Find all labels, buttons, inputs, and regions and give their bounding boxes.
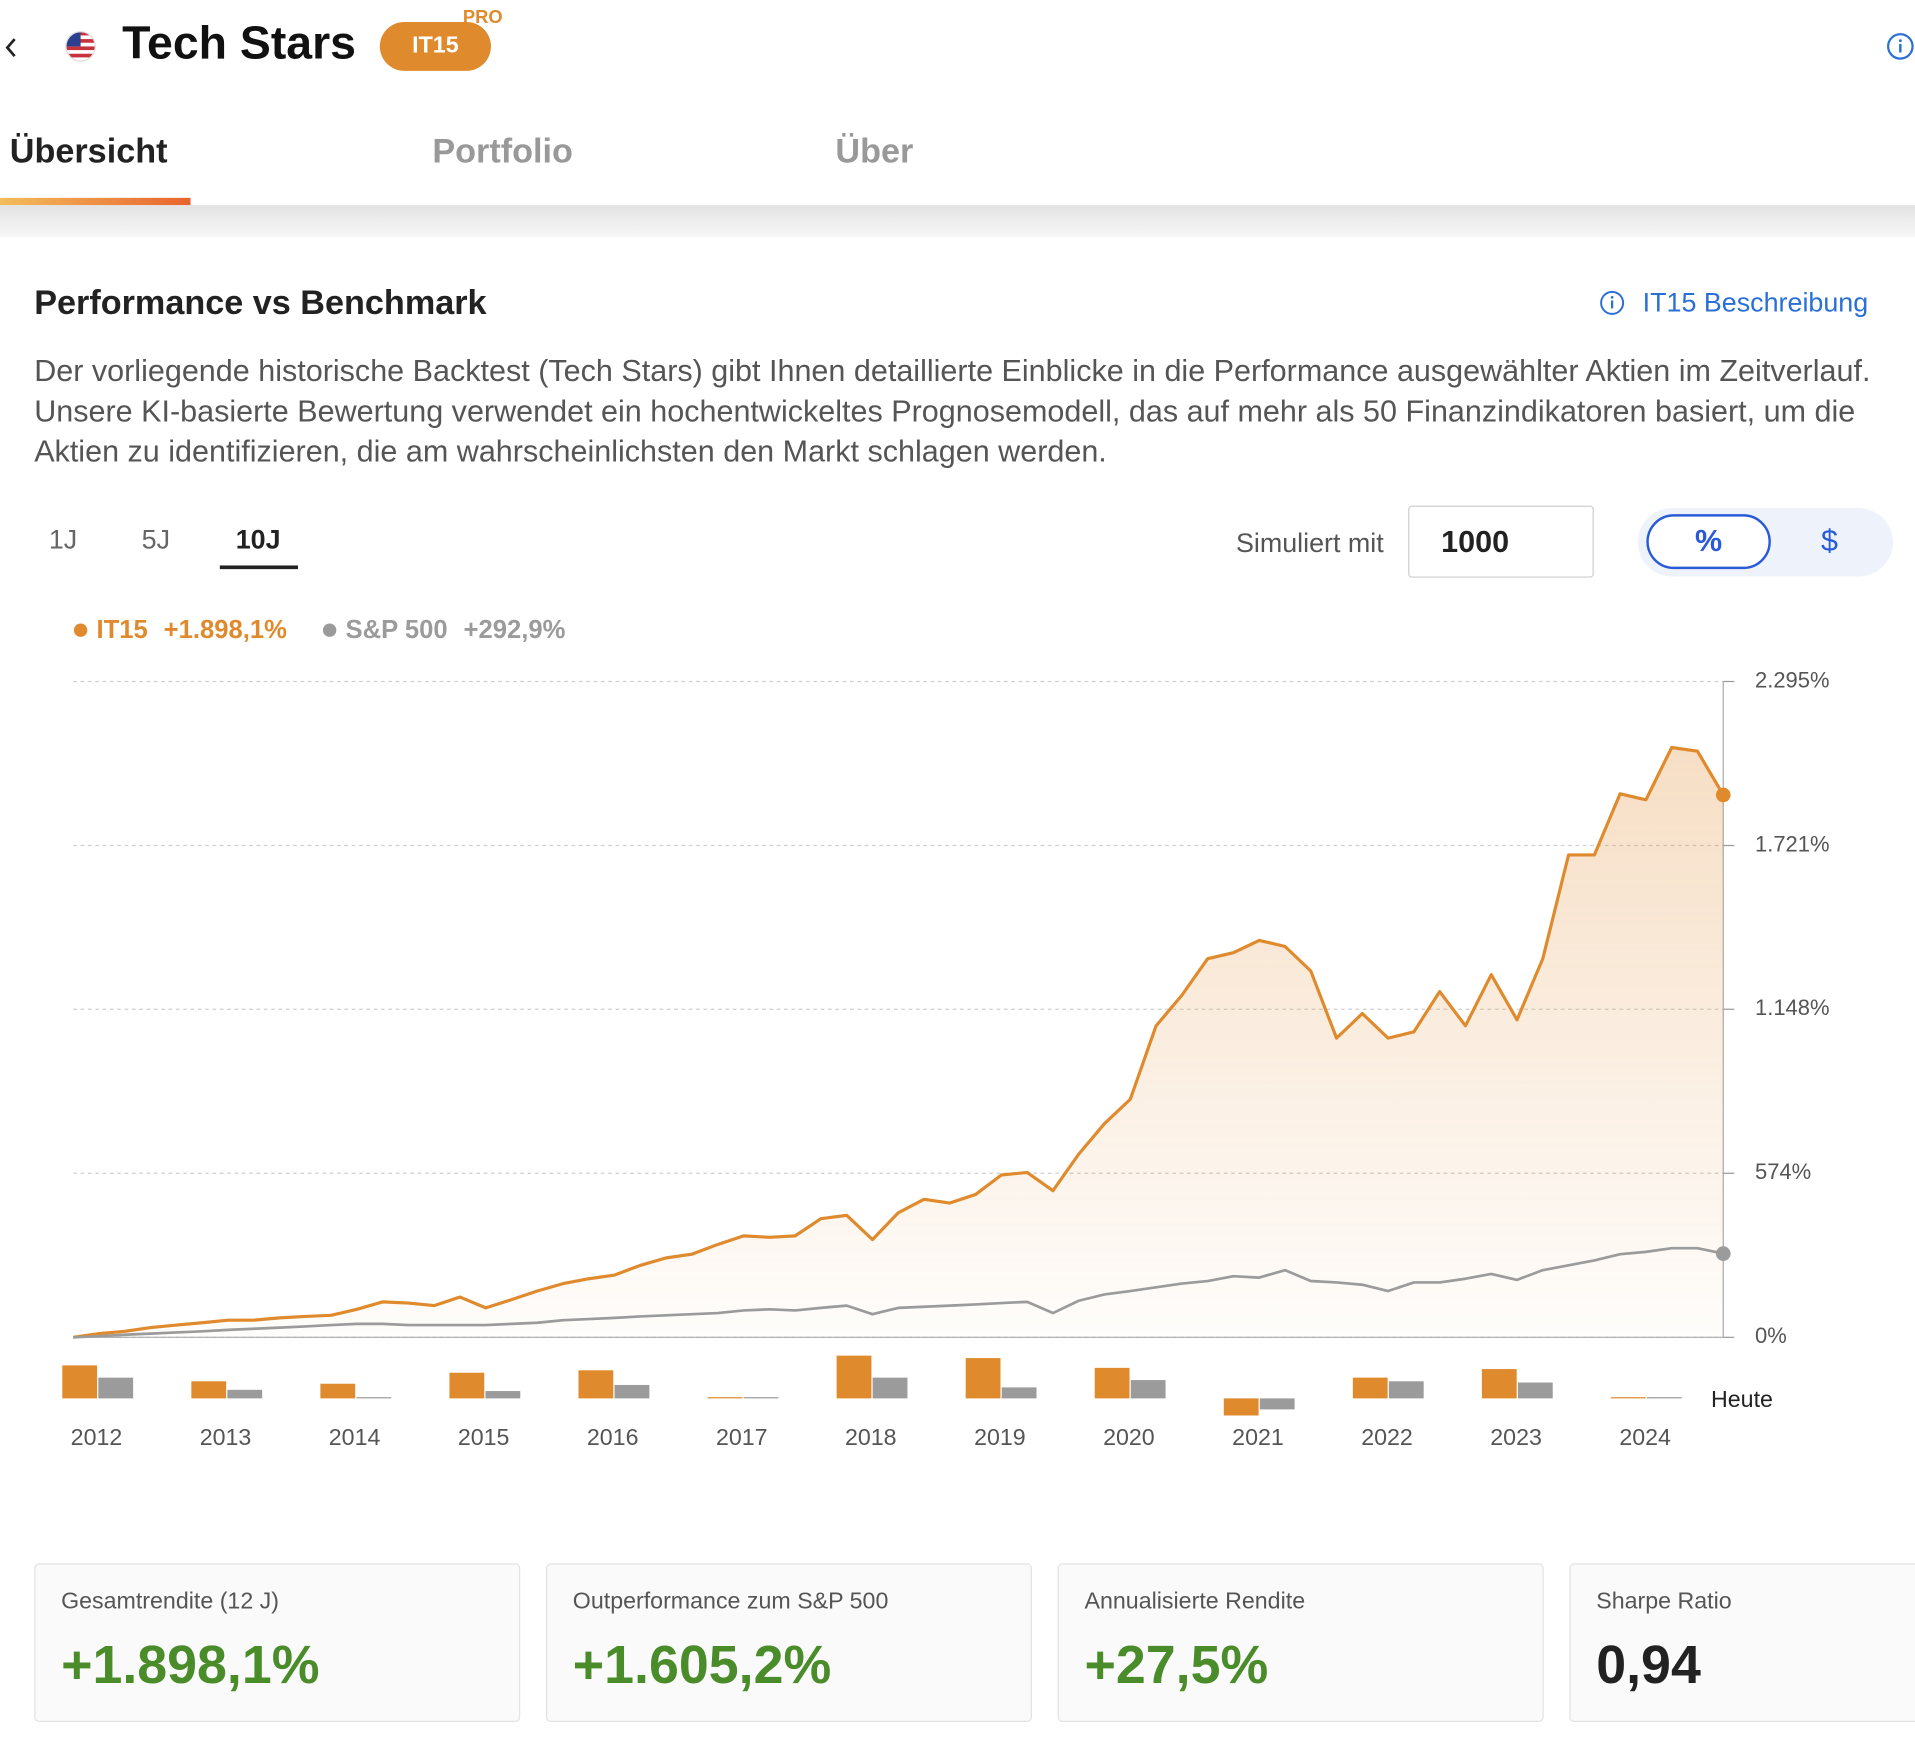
bar — [320, 1383, 356, 1399]
bar — [1481, 1369, 1517, 1399]
amount-value: 1000 — [1441, 525, 1510, 560]
unit-option[interactable]: $ — [1821, 523, 1838, 559]
tab[interactable]: Übersicht — [9, 131, 168, 170]
bar — [98, 1377, 134, 1399]
period-option[interactable]: 5J — [141, 523, 171, 555]
stat-label: Sharpe Ratio — [1596, 1588, 1732, 1615]
info-icon — [1600, 290, 1625, 315]
bar — [62, 1365, 98, 1399]
legend-swatch — [73, 623, 88, 637]
y-tick-label: 1.721% — [1755, 831, 1830, 856]
annotation: Heute — [1711, 1386, 1773, 1412]
y-tick-label: 1.148% — [1755, 995, 1830, 1020]
x-tick-label: 2022 — [1361, 1424, 1413, 1450]
x-tick-label: 2013 — [200, 1424, 252, 1450]
bar — [836, 1355, 872, 1399]
bar — [449, 1372, 485, 1399]
x-tick-label: 2021 — [1232, 1424, 1284, 1450]
end-point — [1715, 787, 1731, 803]
simulate-label: Simuliert mit — [1235, 527, 1384, 559]
bar — [1610, 1397, 1646, 1399]
back-button[interactable] — [0, 29, 24, 66]
bar — [1130, 1380, 1166, 1399]
period-indicator — [219, 565, 298, 570]
bar — [578, 1370, 614, 1399]
x-tick-label: 2014 — [329, 1424, 381, 1450]
y-tick-label: 2.295% — [1755, 667, 1830, 692]
bar — [965, 1358, 1001, 1399]
bar — [872, 1377, 908, 1399]
y-tick-label: 574% — [1755, 1159, 1811, 1184]
bar — [227, 1389, 263, 1399]
stat-value: +1.605,2% — [572, 1635, 832, 1696]
x-tick-label: 2012 — [71, 1424, 123, 1450]
tab[interactable]: Portfolio — [432, 131, 573, 170]
stat-label: Annualisierte Rendite — [1084, 1588, 1306, 1615]
bar — [743, 1397, 779, 1399]
legend-value: +1.898,1% — [164, 616, 287, 644]
line — [73, 745, 1725, 1339]
bar — [191, 1381, 227, 1399]
tab-indicator — [0, 197, 191, 206]
amount-input[interactable] — [1408, 505, 1594, 578]
x-tick-label: 2015 — [458, 1424, 510, 1450]
bar — [485, 1391, 521, 1399]
flag-icon — [65, 31, 96, 62]
line — [73, 1246, 1724, 1339]
info-icon[interactable] — [1886, 32, 1915, 61]
tab[interactable]: Über — [835, 131, 914, 170]
legend-label: S&P 500 — [346, 616, 448, 644]
stat-value: +1.898,1% — [61, 1635, 320, 1696]
stat-value: +27,5% — [1084, 1635, 1269, 1696]
unit-option[interactable]: % — [1646, 514, 1771, 570]
legend-swatch — [322, 623, 337, 637]
y-tick-label: 0% — [1755, 1323, 1787, 1348]
legend-value: +292,9% — [463, 616, 565, 644]
bar — [1646, 1397, 1682, 1399]
badge-tag: PRO — [462, 7, 503, 29]
page-title: Tech Stars — [122, 18, 356, 70]
bar — [1259, 1398, 1295, 1410]
area — [73, 747, 1724, 1338]
legend-label: IT15 — [96, 616, 147, 644]
bar — [707, 1397, 743, 1399]
stat-label: Gesamtrendite (12 J) — [61, 1588, 280, 1615]
bar — [1352, 1377, 1388, 1399]
stat-card: Outperformance zum S&P 500 +1.605,2% — [545, 1563, 1032, 1723]
chart: 0% 574% 1.148% 1.721% 2.295% IT15 +1.898,1% S&P… — [62, 616, 1830, 1450]
end-point — [1715, 1246, 1731, 1261]
x-tick-label: 2024 — [1619, 1424, 1671, 1450]
bar — [356, 1397, 392, 1399]
x-tick-label: 2018 — [845, 1424, 897, 1450]
stat-card: Annualisierte Rendite +27,5% — [1057, 1563, 1544, 1723]
x-tick-label: 2017 — [716, 1424, 768, 1450]
bar — [1388, 1381, 1424, 1399]
stat-card: Gesamtrendite (12 J) +1.898,1% — [34, 1563, 521, 1723]
period-option[interactable]: 1J — [48, 523, 78, 555]
stat-value: 0,94 — [1596, 1635, 1701, 1696]
x-tick-label: 2020 — [1103, 1424, 1155, 1450]
bar — [614, 1384, 650, 1399]
description: Der vorliegende historische Backtest (Te… — [34, 354, 1871, 469]
bar — [1001, 1387, 1037, 1399]
bar — [1517, 1382, 1553, 1399]
period-option[interactable]: 10J — [235, 523, 281, 555]
stat-label: Outperformance zum S&P 500 — [572, 1588, 889, 1615]
bar — [1223, 1398, 1259, 1416]
x-tick-label: 2023 — [1490, 1424, 1542, 1450]
description-link[interactable]: IT15 Beschreibung — [1642, 287, 1869, 318]
bar — [1094, 1367, 1130, 1399]
section-title: Performance vs Benchmark — [34, 283, 487, 322]
x-tick-label: 2019 — [974, 1424, 1026, 1450]
x-tick-label: 2016 — [587, 1424, 639, 1450]
stat-card: Sharpe Ratio 0,94 — [1569, 1563, 1915, 1723]
badge: IT15 — [379, 21, 491, 71]
divider — [0, 205, 1915, 237]
